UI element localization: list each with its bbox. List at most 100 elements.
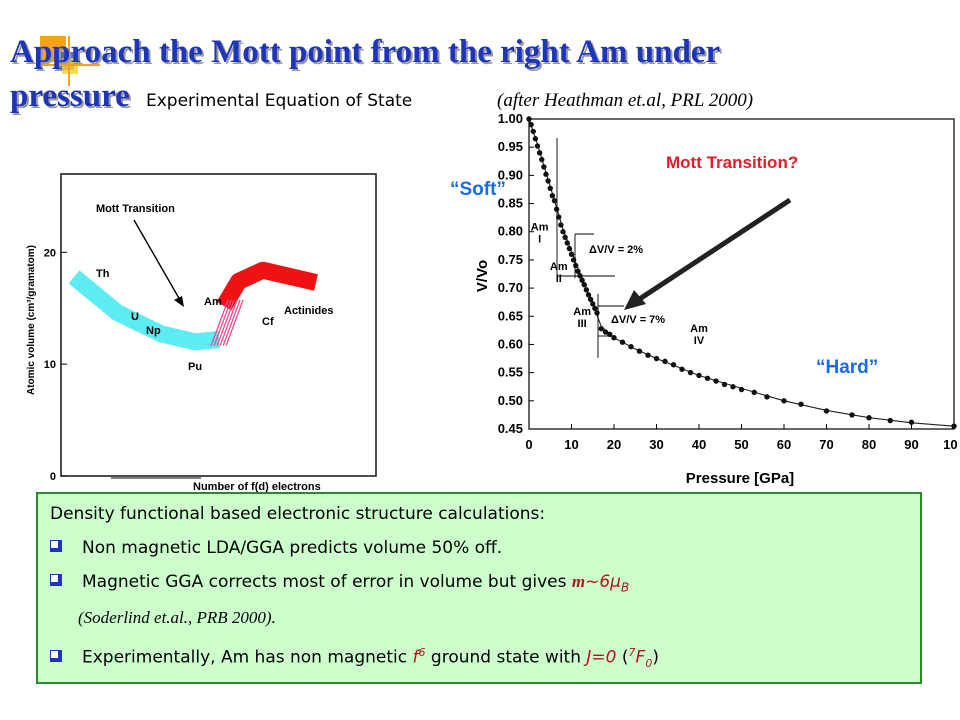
eos-data-point — [679, 366, 685, 372]
x-tick-label: 70 — [819, 437, 833, 452]
delta-v-7pct: ΔV/V = 7% — [611, 314, 665, 326]
eos-data-point — [592, 305, 598, 312]
eos-data-point — [536, 150, 543, 156]
mott-hatch — [219, 299, 238, 346]
y-tick-label: 0.80 — [498, 224, 523, 239]
eos-data-point — [551, 198, 558, 204]
slide-title-line2: pressure — [10, 78, 130, 114]
eos-data-point — [560, 229, 566, 235]
y-tick-label: 0.75 — [498, 252, 523, 267]
eos-data-point — [587, 296, 594, 303]
eos-data-point — [585, 292, 592, 298]
eos-data-point — [526, 116, 532, 122]
bullet-icon — [50, 574, 62, 586]
eos-data-point — [764, 394, 770, 400]
slide-title-line1: Approach the Mott point from the right A… — [10, 34, 721, 70]
mott-hatch — [216, 299, 235, 346]
y-tick-label: 1.00 — [498, 111, 523, 126]
eos-data-point — [534, 143, 541, 149]
delta-v-2pct: ΔV/V = 2% — [589, 244, 643, 256]
eos-data-point — [849, 412, 855, 418]
eos-data-point — [539, 156, 545, 163]
eos-data-point — [532, 136, 539, 142]
y-tick-label: 0.60 — [498, 336, 523, 351]
y-tick-label: 0.85 — [498, 196, 523, 211]
eos-data-point — [738, 386, 745, 393]
left-labels: Mott Transition Th U Np Pu Am Cf Actinid… — [96, 203, 334, 373]
eos-data-point — [543, 171, 549, 177]
x-tick-label: 30 — [649, 437, 663, 452]
left-y-tick-label: 10 — [44, 359, 56, 371]
calc-bullet-2: Magnetic GGA corrects most of error in v… — [50, 572, 629, 594]
mott-hatch — [213, 299, 232, 346]
mott-arrow-shaft — [636, 197, 792, 303]
light-actinides-band — [68, 270, 221, 351]
phase-label: Am — [531, 221, 549, 233]
eos-data-point — [549, 192, 556, 199]
left-mott-label: Mott Transition — [96, 203, 175, 215]
phase-label-numeral: I — [538, 233, 541, 245]
y-tick-label: 0.65 — [498, 308, 523, 323]
eos-data-point — [645, 352, 651, 358]
phase-boundary-lines — [556, 138, 624, 358]
x-tick-label: 10 — [564, 437, 578, 452]
eos-data-point — [570, 257, 577, 263]
x-tick-label: 80 — [862, 437, 876, 452]
eos-data-point — [670, 362, 677, 368]
left-mott-arrowhead — [174, 296, 184, 307]
eos-data-point — [598, 325, 604, 332]
eos-data-point — [951, 423, 957, 429]
eos-data-point — [562, 234, 568, 241]
element-label-cf: Cf — [262, 316, 274, 328]
eos-data-point — [653, 355, 660, 362]
eos-data-point — [581, 282, 587, 288]
eos-data-point — [530, 128, 536, 135]
x-tick-label: 40 — [692, 437, 706, 452]
eos-data-point — [602, 329, 609, 335]
phase-label: Am — [550, 261, 568, 273]
eos-data-point — [590, 301, 596, 307]
eos-data-point — [568, 251, 575, 257]
eos-data-point — [798, 401, 804, 407]
eos-data-point — [594, 310, 600, 316]
element-label-th: Th — [96, 268, 110, 280]
actinide-volume-chart: 0 10 20 Mott Transition Th U Np Pu Am Cf A… — [26, 173, 377, 493]
x-tick-label: 20 — [607, 437, 621, 452]
mott-arrowhead — [624, 290, 646, 310]
heavy-actinides-band — [216, 261, 318, 311]
left-actinides-label: Actinides — [284, 305, 334, 317]
deco-hline — [40, 64, 100, 66]
deco-square-yellow — [62, 58, 78, 74]
eos-data-point — [628, 344, 634, 350]
eos-data-point — [751, 389, 757, 396]
y-tick-label: 0.70 — [498, 280, 523, 295]
y-tick-label: 0.90 — [498, 167, 523, 182]
eos-data-point — [781, 398, 787, 404]
eos-data-point — [564, 240, 570, 246]
mott-hatch — [225, 299, 244, 346]
am-eos-chart: 0 10 20 30 40 50 60 70 80 90 100 1.00 0.95 0.90 0.85 0.… — [450, 111, 958, 487]
eos-data-point — [619, 339, 626, 345]
right-x-axis-label: Pressure [GPa] — [686, 470, 794, 487]
y-tick-label: 0.50 — [498, 393, 523, 408]
eos-data-point — [611, 334, 617, 341]
eos-data-point — [575, 268, 581, 274]
left-y-tick-label: 0 — [50, 471, 56, 483]
eos-data-point — [721, 381, 728, 388]
right-y-axis-label: V/Vo — [474, 260, 491, 292]
hard-label: “Hard” — [816, 357, 878, 378]
eos-data-point — [636, 348, 643, 354]
eos-data-point — [887, 417, 893, 424]
left-y-axis-label: Atomic volume (cm³/gramatom) — [26, 245, 37, 395]
eos-data-point — [662, 358, 668, 365]
eos-data-point — [545, 178, 551, 184]
eos-data-point — [687, 369, 694, 376]
mott-hatch — [222, 299, 241, 346]
calc-bullet-3: Experimentally, Am has non magnetic f6 g… — [50, 646, 659, 670]
slide-subtitle: Experimental Equation of State — [146, 91, 413, 111]
phase-label-numeral: III — [578, 318, 587, 330]
eos-data-point — [696, 372, 702, 379]
bullet-icon — [50, 649, 62, 662]
eos-data-point — [823, 408, 830, 414]
